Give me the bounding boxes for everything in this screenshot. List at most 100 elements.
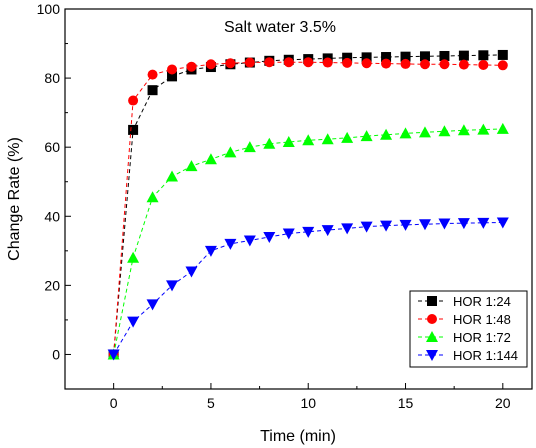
- chart-title: Salt water 3.5%: [224, 19, 336, 36]
- data-point: [127, 316, 140, 328]
- data-point: [128, 124, 139, 135]
- data-point: [186, 61, 197, 72]
- data-point: [497, 60, 508, 71]
- data-point: [147, 85, 158, 96]
- x-tick-label: 10: [300, 395, 316, 411]
- data-point: [419, 51, 430, 62]
- data-point: [282, 228, 295, 240]
- data-point: [400, 51, 411, 62]
- data-point: [263, 137, 276, 149]
- x-tick-label: 0: [110, 395, 118, 411]
- data-point: [167, 64, 178, 75]
- data-point: [283, 57, 294, 68]
- x-axis-label: Time (min): [260, 428, 336, 445]
- data-point: [458, 59, 469, 70]
- data-point: [399, 127, 412, 139]
- data-point: [204, 153, 217, 165]
- data-point: [263, 232, 276, 243]
- data-point: [478, 59, 489, 70]
- data-point: [418, 126, 431, 138]
- y-tick-label: 100: [37, 1, 61, 17]
- legend-item: HOR 1:72: [418, 330, 511, 345]
- data-point: [381, 52, 392, 63]
- data-point: [341, 131, 354, 143]
- legend-label: HOR 1:72: [453, 330, 511, 345]
- data-point: [282, 136, 295, 147]
- data-point: [146, 299, 159, 311]
- legend-item: HOR 1:48: [418, 312, 511, 327]
- data-point: [399, 219, 412, 231]
- plot-frame: [64, 8, 533, 390]
- data-point: [381, 58, 392, 69]
- data-point: [302, 226, 315, 238]
- data-point: [128, 95, 139, 106]
- data-point: [146, 191, 159, 203]
- data-point: [419, 59, 430, 70]
- data-point: [205, 59, 216, 70]
- x-tick-label: 5: [207, 395, 215, 411]
- data-point: [127, 251, 140, 263]
- data-point: [342, 57, 353, 68]
- data-point: [185, 160, 198, 172]
- plot-area: 0 5 10 15 20 0 20 40 60 80 100: [37, 1, 533, 411]
- data-point: [457, 124, 470, 136]
- data-point: [243, 141, 256, 153]
- legend-item: HOR 1:24: [418, 294, 511, 309]
- data-point: [477, 123, 490, 135]
- y-tick-label: 60: [44, 139, 60, 155]
- data-point: [243, 235, 256, 247]
- data-point: [342, 52, 353, 63]
- data-point: [107, 349, 120, 361]
- data-point: [224, 238, 237, 250]
- data-point: [438, 218, 451, 230]
- data-point: [457, 218, 470, 230]
- legend-label: HOR 1:48: [453, 312, 511, 327]
- data-point: [418, 219, 431, 231]
- data-point: [380, 128, 393, 140]
- x-tick-label: 20: [495, 395, 511, 411]
- data-point: [497, 49, 508, 60]
- series-layer: [107, 49, 509, 361]
- data-point: [147, 69, 158, 80]
- data-point: [321, 133, 334, 145]
- legend-label: HOR 1:144: [453, 348, 518, 363]
- data-point: [438, 125, 451, 137]
- x-tick-label: 15: [398, 395, 414, 411]
- data-point: [380, 220, 393, 232]
- legend-item: HOR 1:144: [418, 348, 518, 363]
- data-point: [400, 58, 411, 69]
- data-point: [166, 170, 179, 182]
- data-point: [321, 225, 334, 237]
- legend-marker: [427, 296, 437, 306]
- y-tick-label: 40: [44, 208, 60, 224]
- data-point: [361, 52, 372, 63]
- data-point: [244, 57, 255, 68]
- data-point: [361, 58, 372, 69]
- y-tick-label: 80: [44, 70, 60, 86]
- data-point: [303, 57, 314, 68]
- data-point: [478, 50, 489, 61]
- legend-marker: [427, 314, 437, 324]
- legend: HOR 1:24 HOR 1:48 HOR 1:72 HOR 1:144: [409, 290, 528, 368]
- data-point: [439, 59, 450, 70]
- series-3: [107, 122, 509, 360]
- data-point: [496, 217, 509, 229]
- data-point: [185, 266, 198, 278]
- data-point: [204, 245, 217, 257]
- series-line: [113, 54, 503, 355]
- data-point: [477, 217, 490, 229]
- legend-label: HOR 1:24: [453, 294, 511, 309]
- data-point: [458, 50, 469, 61]
- data-point: [225, 58, 236, 69]
- series-line: [113, 221, 503, 355]
- x-axis: 0 5 10 15 20: [64, 383, 511, 411]
- data-point: [360, 130, 373, 142]
- data-point: [302, 134, 315, 146]
- data-point: [166, 280, 179, 292]
- legend-marker: [426, 331, 438, 342]
- y-axis: 0 20 40 60 80 100: [37, 1, 71, 390]
- data-point: [264, 57, 275, 68]
- data-point: [167, 71, 178, 82]
